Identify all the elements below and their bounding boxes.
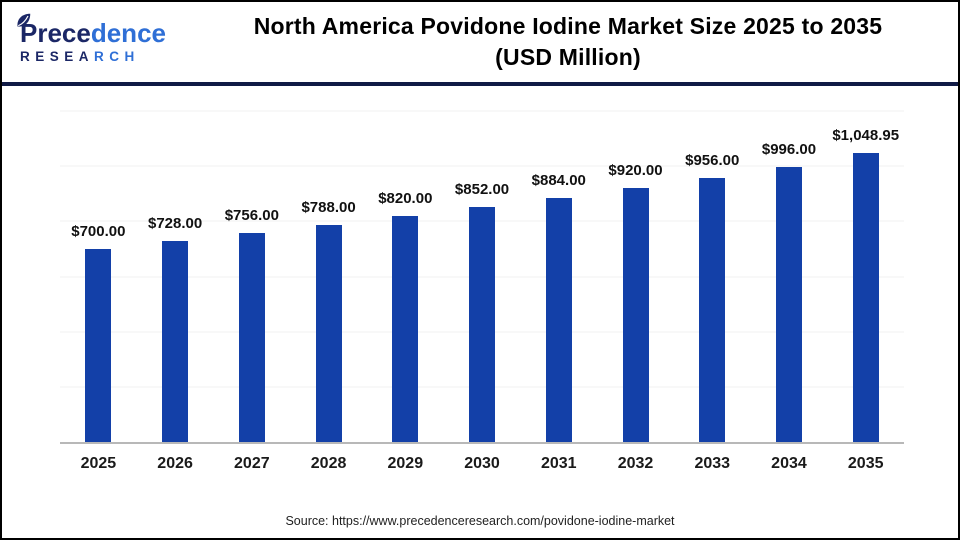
header: Precedence RESEARCH North America Povido…	[2, 2, 958, 82]
value-label-2032: $920.00	[608, 162, 663, 180]
value-label-2035: $1,048.95	[832, 126, 900, 144]
bar-column-2029: $820.00	[367, 111, 444, 442]
bar-2025	[85, 248, 112, 442]
bar-column-2032: $920.00	[597, 111, 674, 442]
source-text: Source: https://www.precedenceresearch.c…	[285, 514, 675, 528]
bars-row: $700.00 $728.00 $756.00 $788.00 $820.00 $852.…	[60, 111, 904, 442]
bar-column-2030: $852.00	[444, 111, 521, 442]
x-tick-2034: 2034	[771, 455, 807, 472]
bar-2031	[545, 198, 572, 442]
logo-brand-dark: Prece	[20, 18, 91, 48]
logo-brand-light: dence	[90, 18, 166, 48]
bar-2035	[852, 152, 879, 442]
chart-region: $700.00 $728.00 $756.00 $788.00 $820.00 $852.…	[2, 110, 958, 473]
bar-column-2031: $884.00	[520, 111, 597, 442]
value-label-2031: $884.00	[531, 172, 586, 190]
bar-column-2028: $788.00	[290, 111, 367, 442]
bar-2026	[162, 241, 189, 442]
value-label-2033: $956.00	[685, 152, 740, 170]
value-label-2025: $700.00	[71, 222, 126, 240]
x-tick-2025: 2025	[80, 455, 117, 472]
bar-2029	[392, 215, 419, 442]
value-label-2027: $756.00	[224, 207, 279, 225]
logo-brand-text: Precedence	[20, 20, 196, 46]
logo-research-light: RCH	[94, 49, 140, 64]
chart-title: North America Povidone Iodine Market Siz…	[196, 11, 940, 73]
x-tick-2033: 2033	[694, 455, 731, 472]
bar-2030	[469, 207, 496, 442]
chart-title-line1: North America Povidone Iodine Market Siz…	[253, 13, 883, 39]
bar-2033	[699, 178, 726, 442]
logo-research-dark: RESEA	[20, 49, 95, 64]
bar-2032	[622, 188, 649, 442]
value-label-2026: $728.00	[147, 215, 203, 233]
bar-column-2026: $728.00	[137, 111, 214, 442]
value-label-2029: $820.00	[378, 189, 433, 207]
bar-column-2033: $956.00	[674, 111, 751, 442]
plot-area: $700.00 $728.00 $756.00 $788.00 $820.00 $852.…	[60, 110, 904, 444]
x-tick-2035: 2035	[847, 455, 884, 472]
precedence-research-logo: Precedence RESEARCH	[16, 13, 196, 64]
x-axis-row: 2025 2026 2027 2028 2029 2030 2031 2032 2033 2034…	[60, 444, 904, 473]
header-divider	[2, 82, 958, 86]
bar-2027	[238, 233, 265, 442]
chart-title-line2: (USD Million)	[495, 44, 641, 70]
bar-column-2035: $1,048.95	[827, 111, 904, 442]
bar-2034	[775, 167, 802, 442]
logo-research-text: RESEARCH	[20, 49, 196, 64]
value-label-2034: $996.00	[761, 141, 817, 159]
x-tick-2030: 2030	[464, 455, 500, 472]
value-label-2028: $788.00	[301, 198, 356, 216]
bar-column-2034: $996.00	[751, 111, 828, 442]
x-tick-2031: 2031	[540, 455, 577, 472]
gridline-1200	[60, 110, 904, 112]
gridline-1000	[60, 165, 904, 167]
bar-2028	[315, 224, 342, 442]
leaf-icon	[16, 13, 31, 33]
x-tick-2026: 2026	[157, 455, 193, 472]
bar-column-2025: $700.00	[60, 111, 137, 442]
bar-column-2027: $756.00	[213, 111, 290, 442]
value-label-2030: $852.00	[454, 181, 510, 198]
x-tick-2029: 2029	[387, 455, 424, 472]
x-tick-2027: 2027	[234, 455, 270, 472]
x-tick-2028: 2028	[310, 455, 347, 472]
x-tick-2032: 2032	[617, 455, 654, 472]
